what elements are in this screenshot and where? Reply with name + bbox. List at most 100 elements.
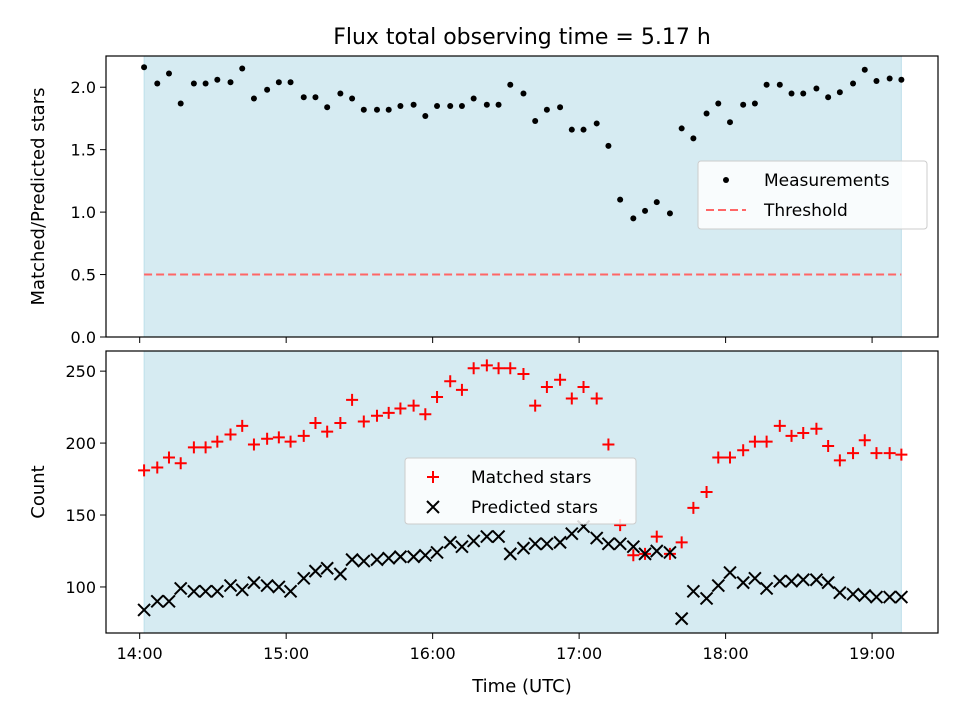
axes-frame	[105, 350, 939, 634]
y-tick-label: 0.0	[71, 328, 96, 347]
predicted-star-point	[540, 537, 554, 551]
y-tick-label: 1.5	[71, 141, 96, 160]
matched-star-point	[480, 359, 493, 372]
matched-star-point	[394, 402, 407, 415]
predicted-star-point	[528, 537, 542, 551]
predicted-star-point	[173, 581, 188, 596]
legend-marker	[427, 471, 439, 483]
measurement-point	[543, 106, 550, 113]
predicted-star-point	[821, 575, 835, 590]
predicted-star-point	[846, 587, 860, 601]
measurement-point	[239, 65, 246, 72]
matched-star-point	[554, 373, 567, 386]
legend-box	[697, 160, 928, 230]
predicted-star-point	[210, 584, 225, 598]
predicted-star-point	[723, 565, 737, 580]
predicted-star-point	[137, 603, 151, 617]
matched-star-point	[174, 457, 187, 470]
measurement-point	[593, 120, 600, 127]
predicted-star-point	[370, 552, 384, 567]
legend-label: Threshold	[763, 201, 848, 221]
predicted-star-point	[663, 545, 677, 560]
matched-star-point	[199, 441, 212, 454]
measurement-point	[740, 101, 747, 108]
measurement-point	[177, 100, 184, 107]
measurement-point	[154, 80, 161, 87]
measurement-point	[715, 100, 722, 107]
measurement-point	[617, 196, 624, 203]
matched-star-point	[737, 444, 750, 457]
matched-star-point	[822, 439, 835, 452]
measurement-point	[800, 90, 807, 97]
predicted-star-point	[247, 575, 261, 590]
predicted-star-point	[711, 578, 725, 593]
legend-marker	[723, 177, 729, 183]
measurement-point	[763, 81, 770, 88]
y-tick-label: 200	[65, 434, 96, 453]
measurement-point	[690, 135, 697, 142]
matched-star-point	[712, 451, 725, 464]
matched-star-point	[247, 438, 260, 451]
predicted-star-point	[333, 567, 348, 581]
matched-star-point	[529, 399, 542, 412]
matched-star-point	[517, 368, 530, 381]
measurement-point	[312, 94, 319, 101]
measurement-point	[165, 70, 172, 77]
matched-star-point	[760, 435, 773, 448]
matched-star-point	[321, 425, 334, 438]
matched-star-point	[810, 422, 823, 435]
matched-star-point	[151, 461, 164, 474]
matched-star-point	[334, 416, 347, 429]
matched-star-point	[444, 375, 457, 388]
measurement-point	[727, 119, 733, 126]
predicted-star-point	[260, 578, 274, 593]
measurement-point	[532, 117, 539, 124]
matched-star-point	[773, 419, 786, 432]
x-tick-label: 16:00	[410, 644, 456, 663]
matched-star-point	[663, 547, 676, 560]
measurement-point	[397, 102, 404, 109]
predicted-star-point	[601, 537, 616, 551]
measurement-point	[605, 142, 612, 149]
legend-label: Measurements	[764, 171, 890, 191]
matched-star-point	[467, 362, 480, 375]
measurement-point	[141, 64, 148, 71]
predicted-star-point	[796, 573, 810, 587]
measurement-point	[300, 94, 307, 101]
matched-star-point	[419, 408, 432, 421]
matched-star-point	[883, 447, 896, 460]
matched-star-point	[687, 501, 700, 514]
legend-marker	[426, 500, 440, 514]
predicted-star-point	[869, 590, 884, 604]
matched-star-point	[675, 536, 688, 549]
matched-star-point	[833, 454, 846, 467]
matched-star-point	[748, 435, 761, 448]
matched-star-point	[627, 549, 640, 562]
measurement-point	[287, 79, 294, 86]
measurement-point	[666, 210, 673, 217]
measurement-point	[264, 86, 271, 93]
x-tick-label: 18:00	[703, 644, 749, 663]
matched-star-point	[346, 393, 359, 406]
predicted-star-point	[455, 539, 469, 554]
predicted-star-point	[565, 527, 579, 541]
matched-star-point	[455, 383, 468, 396]
matched-star-point	[724, 451, 736, 464]
measurement-point	[580, 126, 587, 133]
y-tick-label: 1.0	[71, 203, 96, 222]
matched-star-point	[370, 409, 383, 422]
y-axis-label: Matched/Predicted stars	[28, 88, 49, 306]
predicted-star-point	[187, 584, 201, 598]
predicted-star-point	[613, 537, 627, 551]
legend-label: Matched stars	[471, 468, 591, 488]
predicted-star-point	[466, 534, 481, 548]
measurement-point	[349, 95, 356, 102]
matched-star-point	[138, 464, 151, 477]
predicted-star-point	[759, 581, 774, 596]
matched-star-point	[492, 362, 505, 375]
matched-star-point	[382, 406, 395, 419]
predicted-star-point	[748, 571, 762, 586]
predicted-star-point	[589, 531, 604, 545]
measurement-point	[813, 85, 820, 92]
